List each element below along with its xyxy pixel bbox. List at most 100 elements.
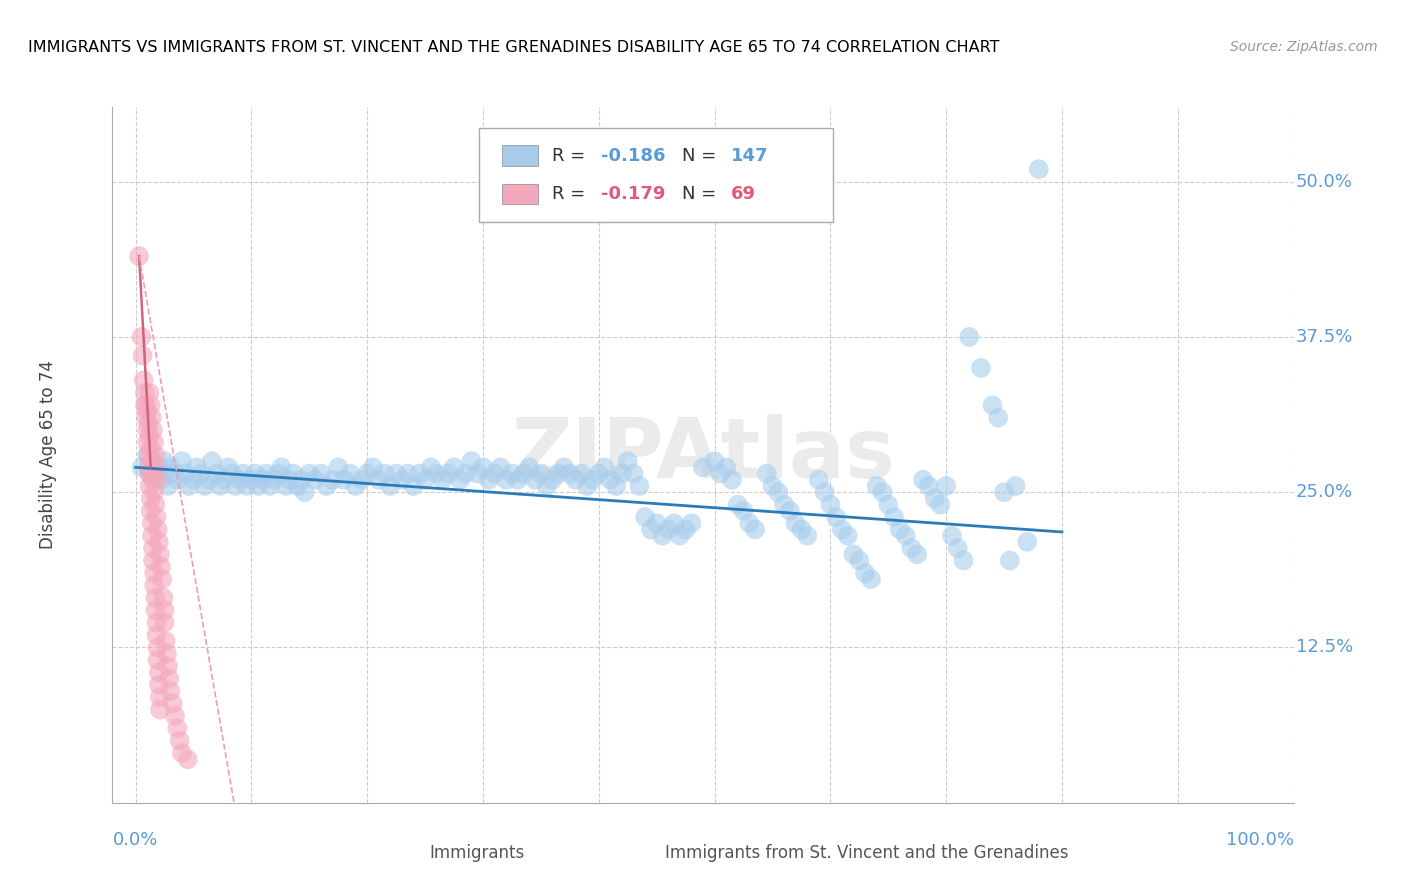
Point: [205, 467, 228, 481]
Point: [146, 653, 169, 667]
Text: 0.0%: 0.0%: [112, 830, 157, 848]
Point: [162, 697, 184, 711]
Point: [142, 553, 165, 567]
Point: [807, 473, 830, 487]
Text: Source: ZipAtlas.com: Source: ZipAtlas.com: [1230, 40, 1378, 54]
Point: [605, 479, 627, 493]
Point: [166, 473, 188, 487]
Point: [495, 473, 517, 487]
Point: [141, 454, 163, 468]
Point: [128, 249, 150, 263]
Text: R =: R =: [551, 147, 591, 165]
Point: [1004, 479, 1026, 493]
Point: [853, 566, 876, 580]
Point: [924, 491, 946, 506]
Point: [169, 733, 191, 747]
Point: [367, 473, 389, 487]
Point: [721, 473, 744, 487]
Point: [675, 523, 697, 537]
Point: [413, 473, 436, 487]
Point: [657, 523, 679, 537]
Point: [634, 510, 657, 524]
Text: N =: N =: [682, 147, 721, 165]
Point: [813, 485, 835, 500]
Point: [143, 591, 166, 605]
Point: [139, 442, 162, 456]
Point: [524, 473, 547, 487]
Text: R =: R =: [551, 185, 591, 203]
Point: [402, 479, 425, 493]
Point: [998, 553, 1021, 567]
Point: [142, 454, 165, 468]
Point: [820, 498, 842, 512]
Point: [328, 460, 350, 475]
Point: [536, 479, 558, 493]
FancyBboxPatch shape: [633, 847, 658, 862]
Point: [145, 460, 167, 475]
Text: -0.186: -0.186: [602, 147, 666, 165]
Point: [143, 485, 166, 500]
Point: [616, 454, 638, 468]
Point: [993, 485, 1015, 500]
Point: [146, 640, 169, 655]
Point: [460, 454, 482, 468]
Point: [662, 516, 685, 531]
Point: [143, 566, 166, 580]
Point: [131, 460, 153, 475]
Point: [142, 541, 165, 555]
Text: 25.0%: 25.0%: [1296, 483, 1353, 501]
Point: [150, 473, 173, 487]
Point: [145, 628, 167, 642]
Point: [315, 479, 337, 493]
Point: [143, 578, 166, 592]
Point: [217, 460, 239, 475]
Point: [831, 523, 853, 537]
Point: [149, 690, 172, 705]
Point: [645, 516, 668, 531]
Point: [139, 491, 162, 506]
Point: [139, 504, 162, 518]
Point: [138, 417, 160, 431]
Text: 69: 69: [731, 185, 756, 203]
Point: [153, 454, 176, 468]
Point: [396, 467, 419, 481]
Point: [506, 473, 529, 487]
Point: [148, 535, 170, 549]
Point: [146, 523, 169, 537]
Point: [186, 460, 208, 475]
Point: [946, 541, 969, 555]
Point: [138, 385, 160, 400]
Point: [304, 473, 326, 487]
Point: [236, 479, 259, 493]
Point: [380, 479, 402, 493]
Point: [135, 410, 157, 425]
Point: [141, 410, 163, 425]
Point: [952, 553, 974, 567]
Point: [157, 672, 180, 686]
Point: [141, 516, 163, 531]
Point: [987, 410, 1010, 425]
Point: [768, 485, 790, 500]
Point: [356, 467, 378, 481]
Text: -0.179: -0.179: [602, 185, 666, 203]
Point: [131, 330, 153, 344]
Point: [842, 547, 865, 561]
Point: [640, 523, 662, 537]
Point: [298, 467, 321, 481]
Point: [709, 467, 731, 481]
Point: [553, 460, 575, 475]
Point: [138, 467, 160, 481]
Point: [872, 485, 894, 500]
Point: [755, 467, 778, 481]
Point: [408, 467, 430, 481]
Point: [889, 523, 911, 537]
Point: [159, 684, 181, 698]
Point: [785, 516, 807, 531]
Point: [339, 467, 361, 481]
Point: [287, 479, 309, 493]
Point: [877, 498, 900, 512]
Point: [145, 510, 167, 524]
Text: 100.0%: 100.0%: [1226, 830, 1294, 848]
Point: [599, 473, 621, 487]
Point: [157, 659, 180, 673]
